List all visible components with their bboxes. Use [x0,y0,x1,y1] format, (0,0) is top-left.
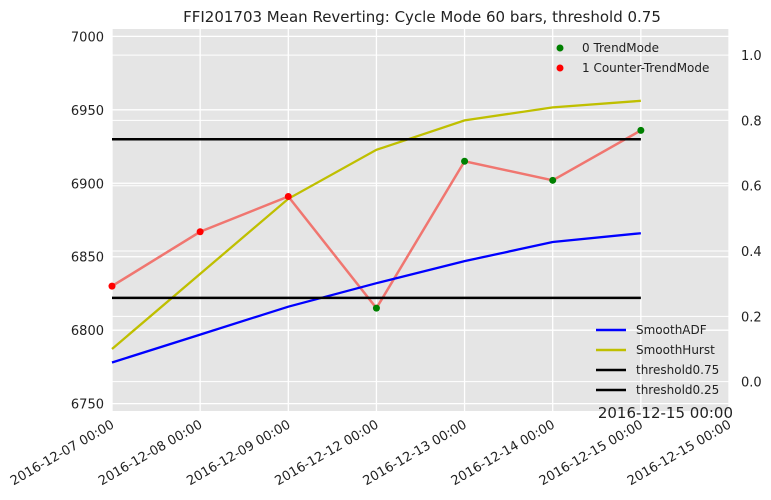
legend-label: 0 TrendMode [582,41,659,55]
legend-label: threshold0.25 [636,383,719,397]
legend-mode: 0 TrendMode 1 Counter-TrendMode [556,41,709,75]
x-offset-label: 2016-12-15 00:00 [598,404,733,422]
mode-point [637,126,645,134]
left-tick-label: 6900 [71,177,104,192]
right-axis: 0.0 0.2 0.4 0.6 0.8 1.0 [741,49,762,390]
left-tick-label: 6950 [71,104,104,119]
chart-title: FFI201703 Mean Reverting: Cycle Mode 60 … [183,8,661,26]
right-tick-label: 1.0 [741,49,762,64]
mode-point [284,192,292,200]
left-tick-label: 7000 [71,30,104,45]
series-line-smoothadf [111,232,641,364]
left-axis: 6750 6800 6850 6900 6950 7000 [71,30,104,412]
right-tick-label: 0.4 [741,245,762,260]
grid-lines [111,29,730,411]
legend-marker [556,44,564,52]
mode-point [549,176,557,184]
series-line-smoothhurst [111,99,641,350]
mode-points [108,126,645,312]
left-tick-label: 6750 [71,398,104,413]
mode-point [461,157,469,165]
legend-label: threshold0.75 [636,363,719,377]
right-tick-label: 0.2 [741,310,762,325]
legend-label: SmoothADF [636,323,707,337]
legend-series: SmoothADF SmoothHurst threshold0.75 thresho… [596,323,719,397]
mode-point [108,282,116,290]
plot-area [112,29,729,411]
left-tick-label: 6850 [71,251,104,266]
mode-point [196,228,204,236]
legend-label: SmoothHurst [636,343,715,357]
right-tick-label: 0.0 [741,376,762,391]
legend-marker [556,64,564,72]
legend-label: 1 Counter-TrendMode [582,61,709,75]
right-tick-label: 0.6 [741,180,762,195]
mode-point [372,304,380,312]
right-tick-label: 0.8 [741,114,762,129]
left-tick-label: 6800 [71,324,104,339]
